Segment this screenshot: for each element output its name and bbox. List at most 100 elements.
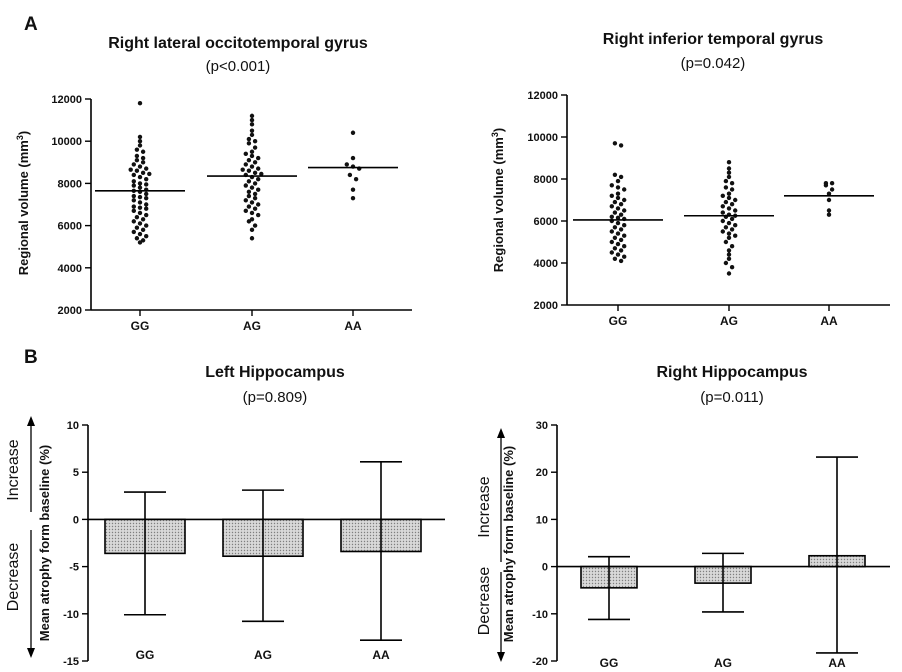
- chart1-data-point: [249, 185, 255, 190]
- chart1-category-label: AA: [344, 319, 362, 333]
- chart2-data-point: [618, 212, 624, 217]
- chart1-y-tick-label: 10000: [51, 136, 82, 148]
- chart3-y-tick-label: 5: [73, 467, 79, 479]
- chart2-data-point: [723, 185, 729, 190]
- chart2-data-point: [618, 174, 624, 180]
- chart1-data-point: [350, 187, 356, 192]
- chart1-data-point: [353, 176, 359, 182]
- chart1-title: Right lateral occitotemporal gyrus: [108, 35, 368, 52]
- chart2-data-point: [726, 231, 732, 236]
- chart2-data-point: [829, 187, 835, 192]
- chart1-data-point: [131, 162, 136, 167]
- chart1-data-point: [350, 195, 356, 201]
- chart1-data-point: [137, 181, 143, 186]
- chart1-data-point: [243, 208, 248, 214]
- chart2-y-axis-label: Regional volume (mm3): [490, 128, 506, 272]
- chart2-ylabel-sup: 3: [490, 132, 500, 137]
- chart2-data-point: [729, 227, 735, 232]
- chart1-data-point: [243, 162, 248, 167]
- chart3-y-tick-label: 0: [73, 514, 79, 526]
- chart2-data-point: [609, 239, 614, 245]
- chart1-data-point: [137, 210, 143, 216]
- chart1-ylabel-close: ): [16, 131, 31, 135]
- chart1-data-point: [256, 166, 261, 171]
- chart1-data-point: [140, 238, 146, 243]
- chart1-data-point: [131, 204, 136, 209]
- chart1-data-point: [140, 227, 146, 233]
- chart4-decrease-arrowhead: [497, 652, 505, 662]
- chart2-data-point: [733, 223, 738, 228]
- chart2-data-point: [618, 202, 624, 207]
- chart3-title: Left Hippocampus: [205, 364, 345, 381]
- chart2-data-point: [618, 237, 624, 243]
- chart1-data-point: [144, 202, 149, 207]
- chart1-data-point: [252, 139, 258, 144]
- chart2-data-point: [609, 229, 614, 234]
- chart3-y-axis-label: Mean atrophy form baseline (%): [37, 445, 52, 641]
- chart2-data-point: [615, 231, 621, 236]
- chart1-data-point: [249, 200, 255, 205]
- chart1-data-point: [249, 122, 255, 127]
- chart2-data-point: [720, 229, 725, 234]
- chart3-decrease-arrowhead: [27, 648, 35, 658]
- chart1-data-point: [137, 221, 143, 226]
- chart1-data-point: [246, 168, 252, 173]
- chart1-data-point: [252, 181, 258, 186]
- chart3-y-tick-label: -15: [63, 656, 79, 668]
- chart2-data-point: [723, 199, 729, 205]
- chart2-data-point: [726, 248, 732, 253]
- chart4-category-label: GG: [600, 656, 619, 670]
- chart1-category-label: AG: [243, 319, 261, 333]
- chart1-y-tick-label: 2000: [58, 305, 82, 317]
- chart2-data-point: [612, 172, 618, 177]
- chart2-data-point: [618, 143, 624, 148]
- chart2-data-point: [733, 197, 738, 203]
- chart2-data-point: [622, 244, 627, 249]
- chart2-data-point: [609, 193, 614, 198]
- chart2-y-tick-label: 12000: [527, 90, 558, 102]
- chart1-data-point: [131, 172, 136, 178]
- chart1-data-point: [140, 170, 146, 176]
- panel-b-letter: B: [24, 347, 38, 368]
- chart1-data-point: [246, 179, 252, 184]
- chart4-y-tick-label: 20: [536, 467, 548, 479]
- chart1-data-point: [256, 212, 261, 218]
- chart1-data-point: [252, 195, 258, 201]
- chart1-data-point: [350, 130, 356, 135]
- chart1-data-point: [140, 155, 146, 161]
- chart3-y-tick-label: -10: [63, 609, 79, 621]
- chart2-data-point: [615, 178, 621, 184]
- chart2-data-point: [729, 216, 735, 222]
- panel-a-letter: A: [24, 14, 38, 35]
- chart3-increase-arrowhead: [27, 416, 35, 426]
- chart2-data-point: [726, 235, 732, 240]
- chart1-data-point: [140, 217, 146, 222]
- chart2-data-point: [726, 195, 732, 201]
- chart1-data-point: [140, 149, 146, 154]
- chart1-data-point: [243, 198, 248, 203]
- chart4-increase-label: Increase: [476, 476, 493, 537]
- chart2-data-point: [615, 206, 621, 211]
- chart2-data-point: [723, 178, 729, 184]
- chart1-data-point: [137, 231, 143, 237]
- chart2-data-point: [720, 218, 725, 224]
- chart1-data-point: [144, 212, 149, 218]
- chart1-data-point: [249, 117, 255, 123]
- chart1-data-point: [256, 155, 261, 161]
- chart2-data-point: [618, 227, 624, 232]
- chart1-ylabel-sup: 3: [15, 135, 25, 140]
- chart2-data-point: [729, 181, 735, 186]
- chart2-data-point: [733, 233, 738, 238]
- chart2-data-point: [726, 160, 732, 165]
- chart2-y-tick-label: 4000: [534, 258, 558, 270]
- chart1-y-tick-label: 8000: [58, 178, 82, 190]
- chart1-data-point: [131, 229, 136, 235]
- chart2-data-point: [733, 208, 738, 213]
- chart2-data-point: [729, 202, 735, 207]
- chart2-data-point: [612, 210, 618, 215]
- chart1-data-point: [137, 194, 143, 200]
- chart2-data-point: [826, 191, 832, 196]
- chart1-data-point: [144, 176, 149, 182]
- chart2-data-point: [622, 223, 627, 228]
